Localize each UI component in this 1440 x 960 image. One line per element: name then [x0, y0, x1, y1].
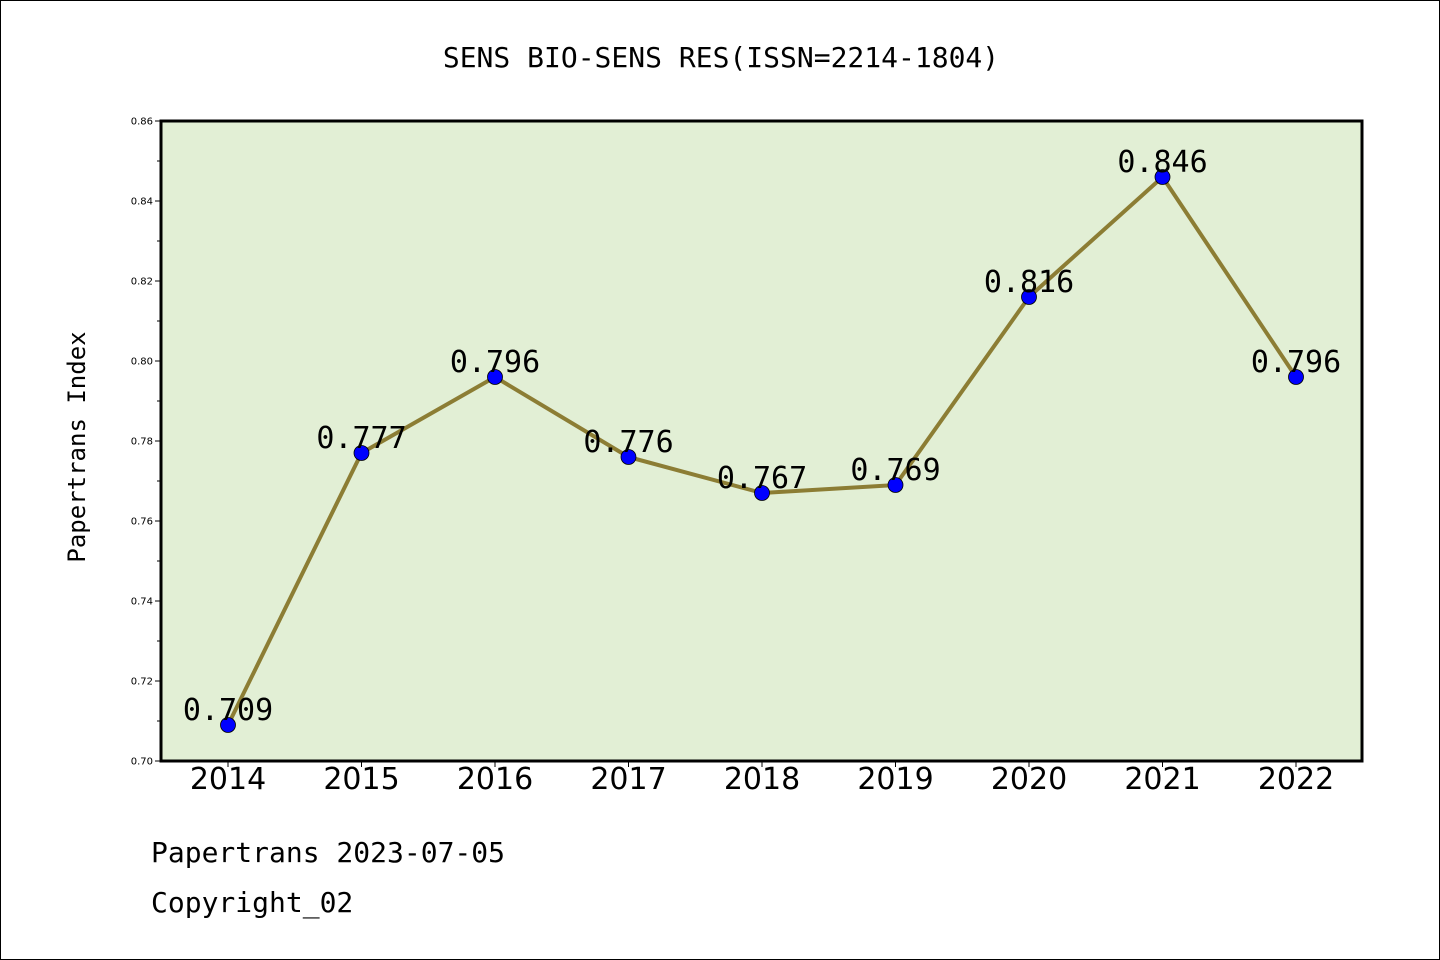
- data-label: 0.796: [450, 345, 540, 380]
- y-tick-label: 0.84: [131, 197, 153, 208]
- y-tick-label: 0.86: [131, 117, 153, 128]
- data-label: 0.777: [316, 421, 406, 456]
- data-point: [1021, 289, 1037, 305]
- plot-border: [159, 119, 1364, 763]
- data-point: [1288, 369, 1304, 385]
- data-point: [353, 445, 370, 461]
- x-tick-label: 2016: [457, 762, 533, 797]
- plot-area: [161, 121, 1362, 761]
- data-point: [1154, 169, 1171, 185]
- x-tick-label: 2017: [590, 762, 666, 797]
- y-tick-label: 0.70: [131, 757, 153, 768]
- data-label: 0.776: [583, 425, 673, 460]
- data-label: 0.769: [850, 453, 940, 488]
- data-point: [220, 717, 236, 733]
- x-tick-label: 2018: [724, 762, 800, 797]
- data-label: 0.709: [183, 693, 273, 728]
- x-tick-label: 2022: [1258, 762, 1334, 797]
- data-label: 0.846: [1117, 145, 1207, 180]
- y-tick-label: 0.74: [131, 597, 153, 608]
- x-tick-label: 2019: [857, 762, 933, 797]
- x-tick-label: 2020: [991, 762, 1067, 797]
- y-tick-label: 0.80: [131, 357, 153, 368]
- data-point: [887, 477, 904, 493]
- data-point: [754, 485, 770, 501]
- data-point: [487, 369, 503, 385]
- y-tick-label: 0.82: [131, 277, 153, 288]
- y-tick-label: 0.76: [131, 517, 153, 528]
- data-label: 0.816: [984, 265, 1074, 300]
- data-label: 0.796: [1251, 345, 1341, 380]
- footer-copyright: Copyright_02: [151, 886, 354, 919]
- x-tick-label: 2015: [323, 762, 399, 797]
- x-tick-label: 2014: [190, 762, 266, 797]
- footer-date: Papertrans 2023-07-05: [151, 836, 506, 869]
- y-tick-label: 0.78: [131, 437, 153, 448]
- y-tick-label: 0.72: [131, 677, 153, 688]
- chart-title: SENS BIO-SENS RES(ISSN=2214-1804): [443, 41, 999, 74]
- data-point: [620, 449, 637, 465]
- data-label: 0.767: [717, 461, 807, 496]
- y-axis-label: Papertrans Index: [63, 331, 91, 562]
- x-tick-label: 2021: [1124, 762, 1200, 797]
